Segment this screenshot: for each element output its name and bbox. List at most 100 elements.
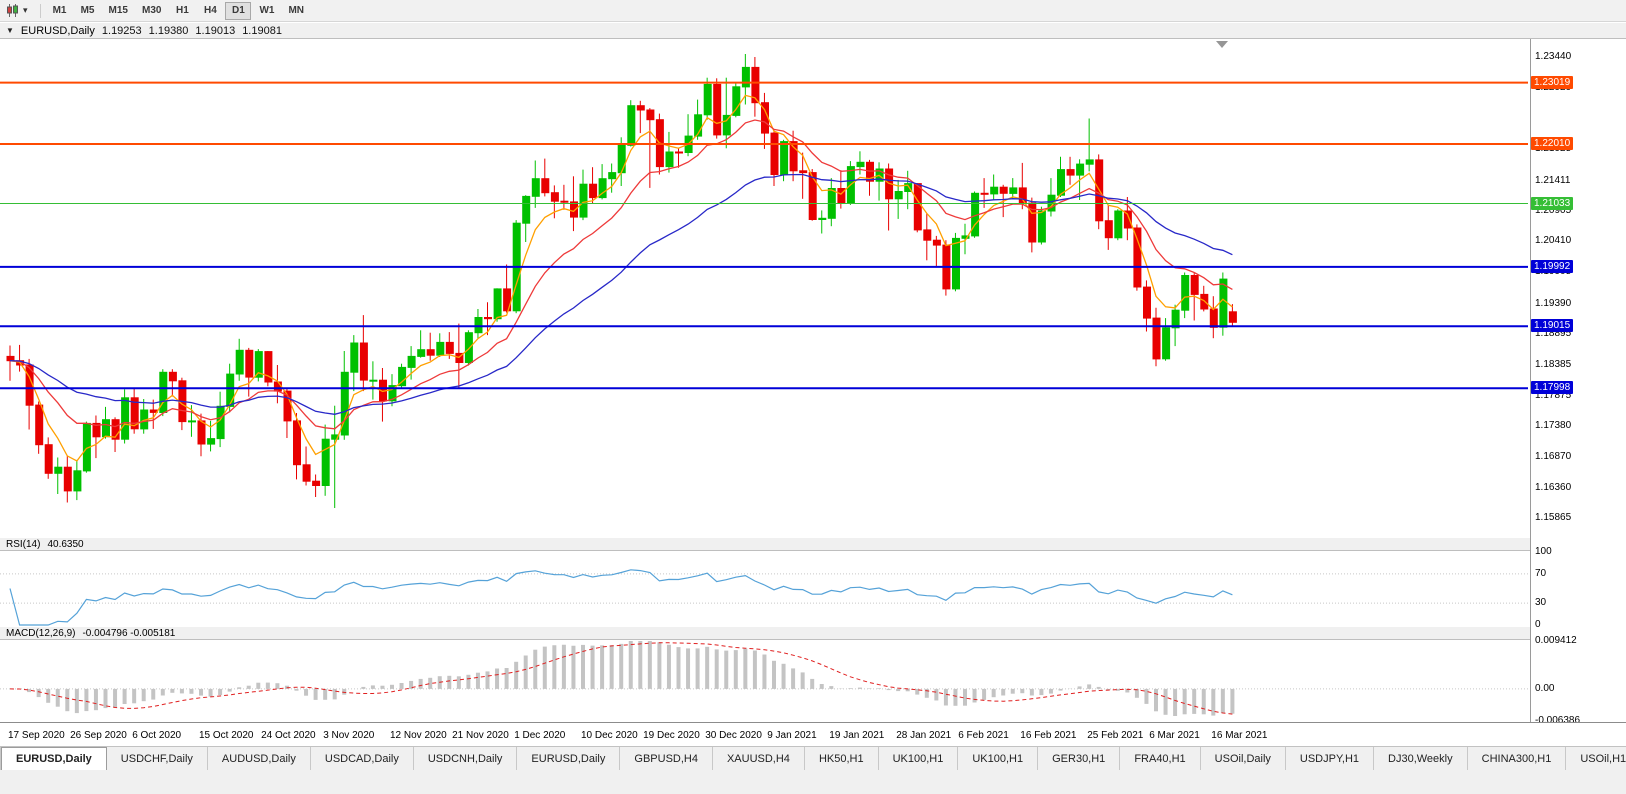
chart-tab-bar: EURUSD,Daily USDCHF,Daily AUDUSD,Daily USDC…: [0, 746, 1626, 770]
rsi-header: RSI(14) 40.6350: [0, 537, 1626, 551]
date-axis-label: 6 Oct 2020: [132, 730, 182, 741]
rsi-axis-label: 70: [1535, 567, 1547, 579]
chart-tab-xauusd-h4[interactable]: XAUUSD,H4: [713, 747, 805, 770]
candlestick-chart[interactable]: [0, 39, 1530, 537]
date-axis-label: 16 Mar 2021: [1211, 730, 1268, 741]
macd-header: MACD(12,26,9) -0.004796 -0.005181: [0, 626, 1626, 640]
macd-chart[interactable]: [0, 640, 1530, 722]
macd-axis-label: 0.009412: [1535, 635, 1577, 646]
chart-tab-audusd-daily[interactable]: AUDUSD,Daily: [208, 747, 311, 770]
date-axis-label: 1 Dec 2020: [514, 730, 566, 741]
chart-tabs: EURUSD,Daily USDCHF,Daily AUDUSD,Daily USDC…: [1, 747, 1626, 770]
tabbar-scroll-button[interactable]: [0, 747, 1, 770]
price-axis-background: [1531, 39, 1626, 722]
rsi-indicator-panel[interactable]: [0, 551, 1530, 626]
chart-tab-uk100-h1[interactable]: UK100,H1: [958, 747, 1039, 770]
ohlc-close: 1.19081: [242, 24, 282, 37]
horizontal-level-lines: [0, 81, 1528, 390]
rsi-axis-label: 0: [1535, 619, 1541, 630]
macd-histogram: [17, 641, 1235, 716]
hline-price-label: 1.21033: [1531, 196, 1574, 210]
timeframe-button-m5[interactable]: M5: [75, 2, 101, 20]
chart-type-dropdown-caret[interactable]: ▾: [23, 5, 28, 15]
chart-shift-marker: [1216, 41, 1228, 48]
axis-price-label: 1.18385: [1535, 358, 1572, 370]
chart-tab-usdjpy-h1[interactable]: USDJPY,H1: [1286, 747, 1375, 770]
timeframe-button-mn[interactable]: MN: [282, 2, 310, 20]
macd-axis-label: -0.006386: [1535, 715, 1581, 726]
chart-symbol-label: EURUSD,Daily: [20, 24, 95, 37]
rsi-chart[interactable]: [0, 551, 1530, 626]
chart-tab-uk100-h1[interactable]: UK100,H1: [879, 747, 959, 770]
date-axis-label: 9 Jan 2021: [767, 730, 817, 741]
macd-indicator-panel[interactable]: [0, 640, 1530, 722]
axis-price-label: 1.20410: [1535, 235, 1572, 247]
axis-price-label: 1.16360: [1535, 481, 1572, 493]
price-axis[interactable]: 1.234401.229291.219251.214111.209051.204…: [1530, 39, 1626, 726]
timeframe-button-h1[interactable]: H1: [169, 2, 195, 20]
date-axis-label: 24 Oct 2020: [261, 730, 316, 741]
hline-price-label: 1.19992: [1531, 259, 1574, 273]
timeframe-button-m15[interactable]: M15: [103, 2, 134, 20]
axis-price-label: 1.18895: [1535, 327, 1572, 339]
moving-average-lines: [9, 94, 1233, 462]
ohlc-low: 1.19013: [195, 24, 236, 37]
date-axis[interactable]: 17 Sep 2020 26 Sep 2020 6 Oct 2020 15 Oct 2…: [0, 722, 1626, 746]
date-axis-label: 17 Sep 2020: [8, 730, 65, 741]
date-axis-label: 21 Nov 2020: [452, 730, 509, 741]
window-bottom-area: [0, 770, 1626, 794]
timeframe-buttons: M1 M5 M15 M30 H1 H4 D1 W1 MN: [47, 1, 310, 20]
macd-axis-label: 0.00: [1535, 682, 1555, 694]
chart-tab-usdcnh-daily[interactable]: USDCNH,Daily: [414, 747, 518, 770]
timeframe-button-m1[interactable]: M1: [47, 2, 73, 20]
timeframe-button-w1[interactable]: W1: [253, 2, 280, 20]
axis-price-label: 1.20905: [1535, 205, 1572, 217]
chart-tab-usdcad-daily[interactable]: USDCAD,Daily: [311, 747, 414, 770]
chart-tab-usdchf-daily[interactable]: USDCHF,Daily: [107, 747, 208, 770]
main-chart-panel[interactable]: [0, 39, 1530, 537]
timeframe-button-d1[interactable]: D1: [225, 1, 252, 20]
macd-value: -0.004796 -0.005181: [82, 627, 176, 639]
chart-tab-eurusd-daily[interactable]: EURUSD,Daily: [1, 747, 107, 770]
candlestick-chart-icon[interactable]: [4, 3, 22, 19]
chart-tab-dj30-weekly[interactable]: DJ30,Weekly: [1374, 747, 1468, 770]
chart-tab-hk50-h1[interactable]: HK50,H1: [805, 747, 879, 770]
chart-tab-eurusd-daily[interactable]: EURUSD,Daily: [517, 747, 621, 770]
rsi-line: [9, 569, 1233, 626]
timeframe-toolbar: ▾ M1 M5 M15 M30 H1 H4 D1 W1 MN: [0, 0, 1626, 22]
date-axis-label: 6 Mar 2021: [1149, 730, 1200, 741]
one-click-trading-collapse-icon[interactable]: ▼: [6, 26, 14, 35]
rsi-label: RSI(14): [6, 538, 41, 550]
chart-tab-usoil-daily[interactable]: USOil,Daily: [1201, 747, 1286, 770]
date-axis-label: 3 Nov 2020: [323, 730, 375, 741]
chart-tab-ger30-h1[interactable]: GER30,H1: [1038, 747, 1121, 770]
hline-price-label: 1.19015: [1531, 319, 1574, 333]
date-axis-label: 16 Feb 2021: [1020, 730, 1077, 741]
axis-price-label: 1.17380: [1535, 419, 1572, 431]
date-axis-label: 19 Jan 2021: [829, 730, 885, 741]
rsi-axis-label: 30: [1535, 597, 1547, 609]
date-axis-label: 19 Dec 2020: [643, 730, 700, 741]
axis-price-label: 1.19390: [1535, 297, 1572, 309]
timeframe-button-h4[interactable]: H4: [197, 2, 223, 20]
toolbar-separator: [39, 3, 41, 18]
ohlc-high: 1.19380: [148, 24, 189, 37]
rsi-value: 40.6350: [47, 538, 84, 550]
date-axis-label: 15 Oct 2020: [199, 730, 254, 741]
chart-tab-gbpusd-h4[interactable]: GBPUSD,H4: [620, 747, 713, 770]
chart-tab-china300-h1[interactable]: CHINA300,H1: [1468, 747, 1567, 770]
chart-header: ▼ EURUSD,Daily 1.19253 1.19380 1.19013 1…: [0, 22, 1626, 39]
date-axis-label: 30 Dec 2020: [705, 730, 762, 741]
price-axis-line: [1530, 39, 1531, 722]
axis-price-label: 1.17875: [1535, 389, 1572, 401]
timeframe-button-m30[interactable]: M30: [136, 2, 167, 20]
axis-price-label: 1.16870: [1535, 450, 1572, 462]
hline-price-label: 1.23019: [1531, 75, 1574, 89]
hline-price-label: 1.22010: [1531, 137, 1574, 150]
date-axis-label: 10 Dec 2020: [581, 730, 638, 741]
ohlc-open: 1.19253: [101, 24, 142, 37]
rsi-axis-label: 100: [1535, 546, 1552, 557]
chart-tab-fra40-h1[interactable]: FRA40,H1: [1120, 747, 1201, 770]
chart-tab-usoil-h1[interactable]: USOil,H1: [1566, 747, 1626, 770]
